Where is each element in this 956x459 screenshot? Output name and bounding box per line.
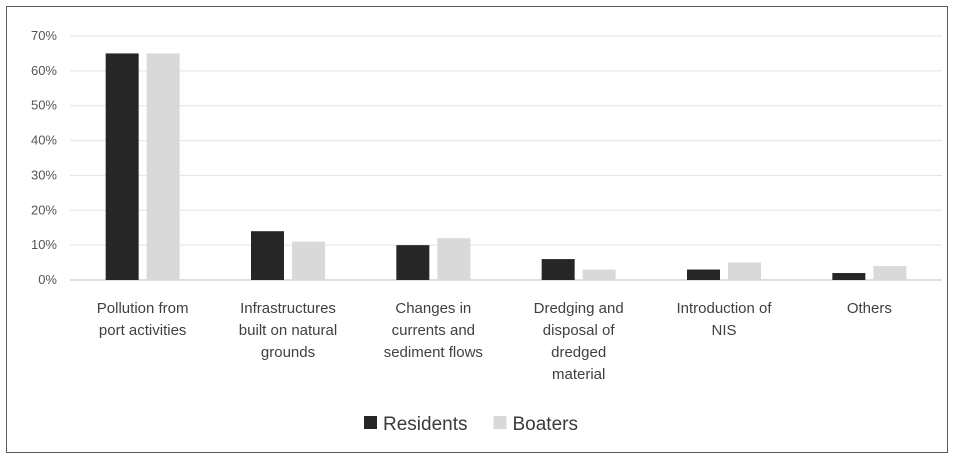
bar-residents bbox=[832, 273, 866, 280]
bar-boaters bbox=[873, 266, 907, 280]
x-category-label: disposal of bbox=[543, 322, 616, 339]
y-tick-label: 10% bbox=[31, 237, 57, 252]
y-tick-label: 70% bbox=[31, 28, 57, 43]
bar-residents bbox=[105, 53, 139, 280]
x-category-label: dredged bbox=[551, 344, 606, 361]
x-category-label: Others bbox=[847, 300, 892, 317]
y-tick-label: 50% bbox=[31, 98, 57, 113]
x-category-label: built on natural bbox=[239, 322, 337, 339]
x-category-label: port activities bbox=[99, 322, 187, 339]
bar-residents bbox=[251, 231, 284, 280]
bar-boaters bbox=[728, 262, 761, 280]
x-category-label: Changes in bbox=[395, 300, 471, 317]
x-category-label: Dredging and bbox=[534, 300, 624, 317]
y-tick-label: 30% bbox=[31, 167, 57, 182]
bar-residents bbox=[687, 269, 720, 280]
gridlines bbox=[70, 35, 942, 281]
x-category-label: Infrastructures bbox=[240, 300, 336, 317]
x-category-label: sediment flows bbox=[384, 344, 483, 361]
legend-label-residents: Residents bbox=[383, 414, 468, 435]
bar-boaters bbox=[582, 269, 616, 280]
x-category-label: NIS bbox=[711, 322, 736, 339]
y-tick-label: 60% bbox=[31, 63, 57, 78]
y-axis-ticks: 0% 10% 20% 30% 40% 50% 60% 70% bbox=[31, 28, 57, 287]
x-category-label: currents and bbox=[392, 322, 475, 339]
legend-label-boaters: Boaters bbox=[513, 414, 578, 435]
bar-boaters bbox=[437, 238, 471, 280]
x-axis-labels: Pollution from port activities Infrastruct… bbox=[97, 300, 892, 383]
legend-swatch-residents bbox=[364, 416, 377, 429]
legend-swatch-boaters bbox=[493, 416, 507, 429]
legend: Residents Boaters bbox=[364, 414, 578, 435]
bar-residents bbox=[396, 245, 430, 280]
y-tick-label: 40% bbox=[31, 133, 57, 148]
bars bbox=[105, 53, 907, 280]
bar-residents bbox=[541, 259, 575, 280]
bar-boaters bbox=[146, 53, 180, 280]
bar-boaters bbox=[292, 241, 325, 280]
y-tick-label: 0% bbox=[38, 272, 57, 287]
y-tick-label: 20% bbox=[31, 202, 57, 217]
x-category-label: Introduction of bbox=[676, 300, 772, 317]
x-category-label: grounds bbox=[261, 344, 315, 361]
x-category-label: material bbox=[552, 366, 605, 383]
x-category-label: Pollution from bbox=[97, 300, 189, 317]
